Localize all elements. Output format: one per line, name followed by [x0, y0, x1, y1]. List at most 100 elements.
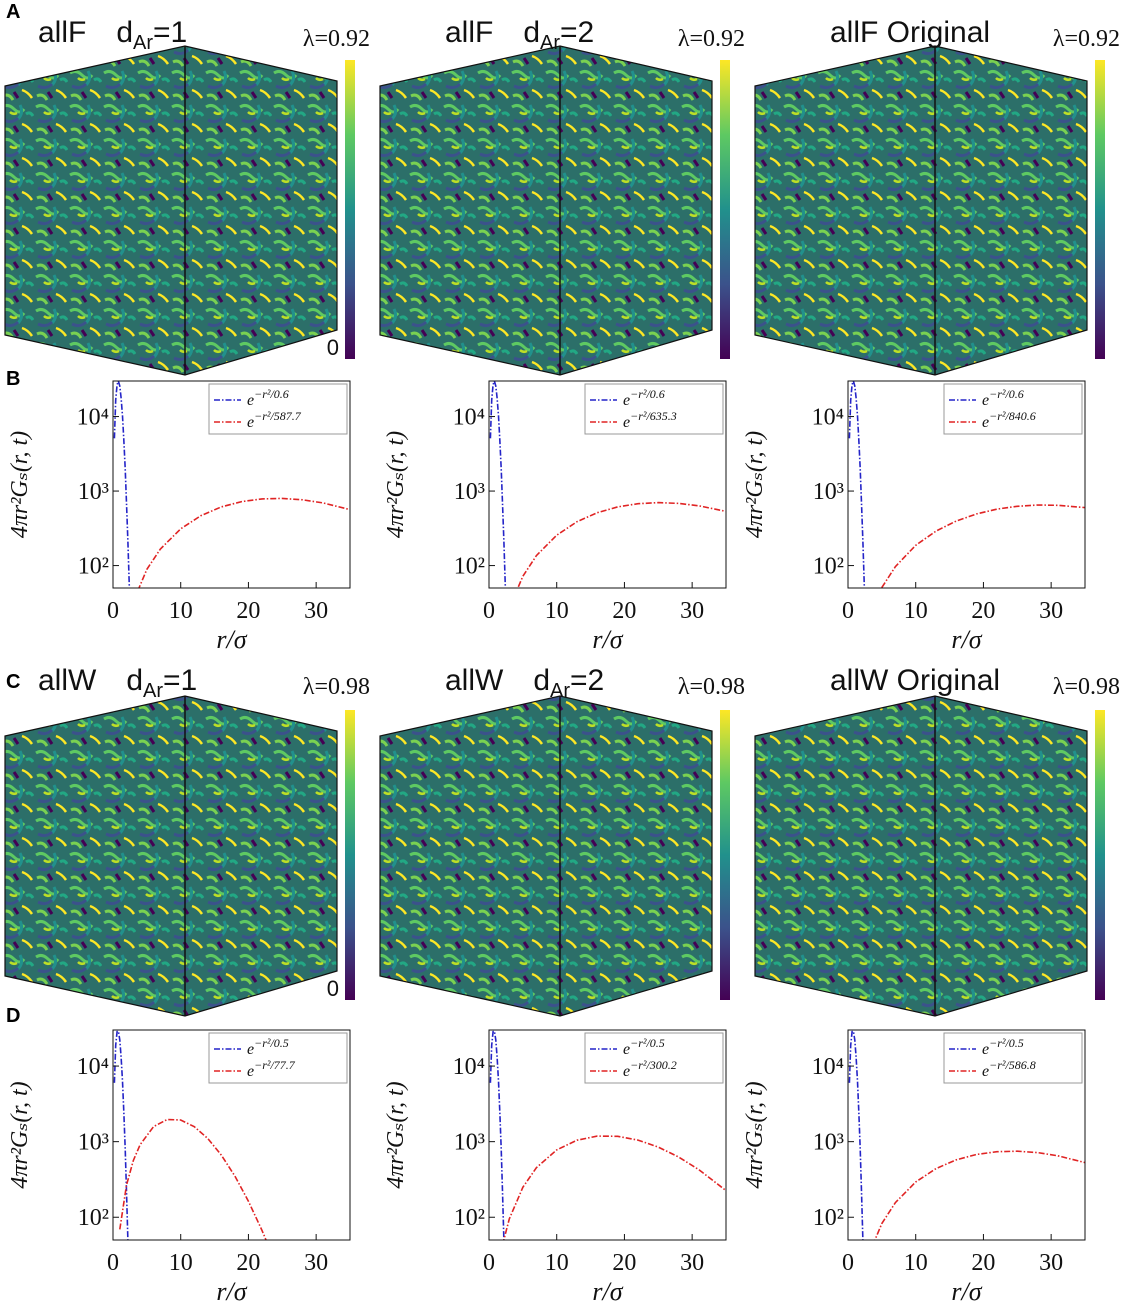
legend-box: [584, 1032, 724, 1084]
colorbar-label: λ=0.98: [678, 674, 745, 700]
legend-label: e−r²/0.5: [247, 1036, 289, 1058]
plot-frame: [847, 1029, 1086, 1241]
fit-curve: [138, 497, 350, 588]
y-tick-label: 10³: [454, 1130, 485, 1156]
x-tick-label: 30: [1039, 598, 1063, 624]
plot-frame: [488, 380, 727, 589]
x-tick-label: 0: [842, 598, 854, 624]
panel-title: allW dAr=1: [38, 664, 197, 702]
colorbar: [720, 60, 730, 359]
fit-curve: [113, 381, 131, 587]
x-tick-label: 20: [971, 1250, 995, 1276]
simulation-box: [379, 45, 713, 376]
panel-title: allF dAr=2: [445, 16, 594, 54]
y-tick-label: 10⁴: [453, 1054, 485, 1080]
y-tick-label: 10²: [813, 1205, 844, 1231]
d-subscript: Ar: [133, 32, 153, 54]
legend-box: [943, 1032, 1083, 1084]
y-tick-label: 10⁴: [77, 405, 109, 431]
x-tick-label: 10: [545, 1250, 569, 1276]
fit-curve: [113, 1030, 129, 1240]
legend-label: e−r²/840.6: [982, 409, 1036, 431]
legend-box: [208, 1032, 348, 1084]
y-tick-label: 10²: [78, 1205, 109, 1231]
legend-label: e−r²/300.2: [623, 1058, 677, 1080]
x-tick-label: 10: [169, 1250, 193, 1276]
x-tick-label: 0: [483, 1250, 495, 1276]
legend-base: e: [247, 392, 254, 409]
x-tick-label: 30: [680, 1250, 704, 1276]
x-tick-label: 0: [842, 1250, 854, 1276]
simulation-box: [379, 695, 713, 1017]
y-tick-label: 10²: [813, 554, 844, 580]
plot-frame: [847, 380, 1086, 589]
legend-box: [943, 383, 1083, 435]
y-tick-label: 10³: [78, 1130, 109, 1156]
plot-frame: [112, 380, 351, 589]
x-tick-label: 30: [304, 1250, 328, 1276]
panel-title: allF dAr=1: [38, 16, 187, 54]
y-tick-label: 10⁴: [453, 405, 485, 431]
legend-label: e−r²/635.3: [623, 409, 677, 431]
d-value: =1: [163, 664, 197, 697]
title-text: allF: [38, 16, 86, 49]
x-tick-label: 10: [169, 598, 193, 624]
legend-label: e−r²/587.7: [247, 409, 302, 431]
x-axis-label: r/σ: [216, 1277, 247, 1306]
d-symbol: d: [116, 16, 133, 49]
fit-curve: [502, 1135, 726, 1240]
y-axis-label: 4πr²Gₛ(r, t): [383, 431, 409, 538]
simulation-box: [754, 45, 1088, 376]
legend-exponent: −r²/0.6: [989, 387, 1024, 401]
x-axis-label: r/σ: [951, 1277, 982, 1306]
legend-base: e: [247, 1041, 254, 1058]
fit-curve: [489, 1030, 505, 1240]
title-text: allF Original: [830, 16, 990, 49]
d-symbol: d: [533, 664, 550, 697]
legend-exponent: −r²/840.6: [989, 409, 1036, 423]
colorbar-label: λ=0.98: [303, 674, 370, 700]
legend-box: [208, 383, 348, 435]
panel-title: allW dAr=2: [445, 664, 604, 702]
x-tick-label: 30: [304, 598, 328, 624]
y-tick-label: 10⁴: [812, 405, 844, 431]
legend-exponent: −r²/0.6: [630, 387, 665, 401]
y-tick-label: 10⁴: [77, 1054, 109, 1080]
x-tick-label: 10: [904, 1250, 928, 1276]
d-subscript: Ar: [540, 32, 560, 54]
simulation-box: [4, 695, 338, 1017]
legend-base: e: [982, 392, 989, 409]
x-tick-label: 20: [236, 1250, 260, 1276]
x-axis-label: r/σ: [216, 625, 247, 654]
colorbar: [720, 710, 730, 1000]
legend-base: e: [623, 1063, 630, 1080]
legend-exponent: −r²/0.5: [989, 1036, 1024, 1050]
legend-exponent: −r²/300.2: [630, 1058, 677, 1072]
colorbar-min: 0: [327, 976, 339, 1001]
simulation-box: [4, 45, 338, 376]
plot-frame: [488, 1029, 727, 1241]
legend-label: e−r²/77.7: [247, 1058, 296, 1080]
x-axis-label: r/σ: [592, 625, 623, 654]
legend-label: e−r²/0.5: [982, 1036, 1024, 1058]
y-tick-label: 10²: [454, 554, 485, 580]
legend-base: e: [247, 414, 254, 431]
fit-curve: [516, 501, 726, 588]
legend-exponent: −r²/635.3: [630, 409, 677, 423]
legend-exponent: −r²/587.7: [254, 409, 302, 423]
legend-label: e−r²/586.8: [982, 1058, 1036, 1080]
legend-label: e−r²/0.6: [247, 387, 289, 409]
x-tick-label: 20: [612, 1250, 636, 1276]
legend-base: e: [247, 1063, 254, 1080]
legend-base: e: [623, 1041, 630, 1058]
y-axis-label: 4πr²Gₛ(r, t): [7, 1081, 33, 1188]
legend-label: e−r²/0.5: [623, 1036, 665, 1058]
x-tick-label: 20: [612, 598, 636, 624]
legend-exponent: −r²/0.5: [254, 1036, 289, 1050]
fit-curve: [848, 1030, 864, 1240]
d-subscript: Ar: [143, 680, 163, 702]
colorbar-label: λ=0.92: [1053, 26, 1120, 52]
legend-base: e: [982, 1041, 989, 1058]
x-tick-label: 0: [107, 598, 119, 624]
